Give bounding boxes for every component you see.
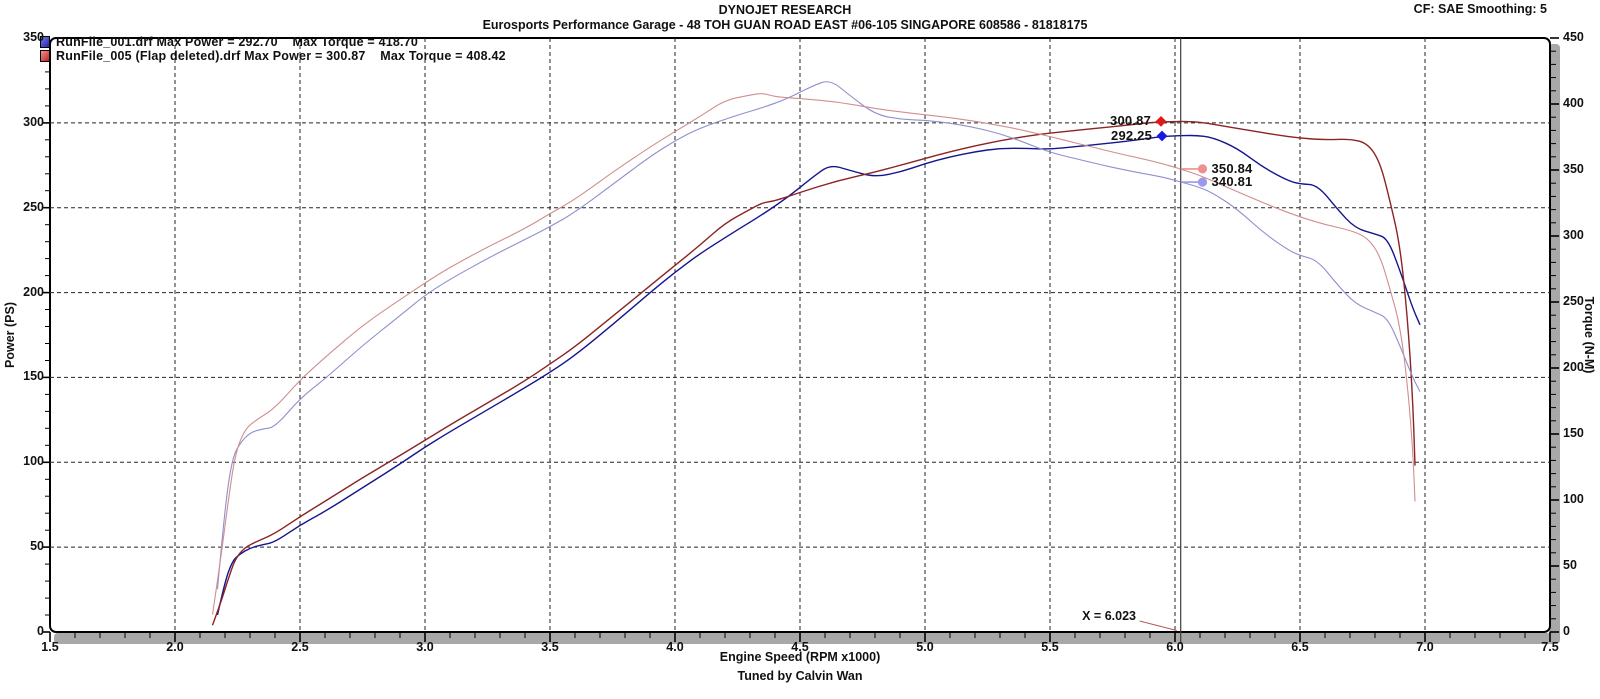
- legend-run1-label: RunFile_001.drf Max Power = 292.70 Max T…: [56, 35, 419, 49]
- plot-shadow-right: [1549, 44, 1560, 644]
- cursor-x-label: X = 6.023: [1082, 609, 1136, 623]
- torque-tick-label: 350: [1563, 162, 1584, 176]
- power-tick-label: 0: [37, 624, 44, 638]
- torque-tick-label: 200: [1563, 360, 1584, 374]
- rpm-tick-label: 4.0: [666, 640, 684, 654]
- readout-marker-run1_power: [1156, 130, 1168, 142]
- rpm-tick-label: 1.5: [41, 640, 59, 654]
- curve-run2_torque: [211, 93, 1416, 615]
- rpm-tick-label: 5.5: [1041, 640, 1059, 654]
- power-tick-label: 250: [23, 199, 44, 214]
- readout-marker-run2_torque: [1197, 164, 1208, 174]
- legend-row-run1[interactable]: RunFile_001.drf Max Power = 292.70 Max T…: [40, 35, 418, 49]
- torque-tick-label: 0: [1563, 624, 1570, 638]
- rpm-tick-label: 5.0: [916, 640, 934, 654]
- cursor-readout-run1_power: 292.25: [1111, 128, 1152, 143]
- x-axis-label: Engine Speed (RPM x1000): [719, 650, 881, 664]
- cursor-x-pointer: [1139, 620, 1177, 631]
- torque-tick-label: 50: [1563, 558, 1577, 572]
- rpm-tick-label: 3.0: [416, 640, 434, 654]
- power-tick-label: 150: [23, 369, 44, 384]
- rpm-tick-label: 6.5: [1291, 640, 1309, 654]
- rpm-tick-label: 2.0: [166, 640, 184, 654]
- rpm-tick-label: 6.0: [1166, 640, 1184, 654]
- torque-tick-label: 150: [1563, 426, 1584, 440]
- curve-run2_power: [211, 120, 1416, 626]
- torque-tick-label: 100: [1563, 492, 1584, 506]
- cursor-readout-run2_torque: 350.84: [1211, 160, 1253, 176]
- plot-shadow-bottom: [54, 633, 1560, 644]
- power-tick-label: 300: [23, 114, 44, 129]
- torque-tick-label: 300: [1563, 228, 1584, 242]
- readout-marker-run1_torque: [1197, 177, 1208, 187]
- credit-label: Tuned by Calvin Wan: [737, 669, 863, 683]
- power-tick-label: 100: [23, 454, 44, 469]
- page-subtitle: Eurosports Performance Garage - 48 TOH G…: [482, 18, 1088, 32]
- readout-marker-run2_power: [1155, 116, 1167, 127]
- power-axis-title: Power (PS): [3, 302, 17, 368]
- torque-tick-label: 450: [1563, 30, 1584, 44]
- legend-row-run2[interactable]: RunFile_005 (Flap deleted).drf Max Power…: [40, 49, 506, 63]
- curve-run1_power: [216, 134, 1421, 616]
- rpm-tick-label: 7.5: [1541, 640, 1559, 654]
- run2-marker-icon: [40, 50, 50, 62]
- correction-smoothing-label: CF: SAE Smoothing: 5: [1413, 2, 1547, 16]
- run1-marker-icon: [40, 36, 50, 48]
- rpm-tick-label: 7.0: [1416, 640, 1434, 654]
- legend-run2-label: RunFile_005 (Flap deleted).drf Max Power…: [56, 49, 506, 63]
- rpm-tick-label: 2.5: [291, 640, 309, 654]
- curve-run1_torque: [216, 81, 1421, 590]
- rpm-tick-label: 4.5: [791, 640, 809, 654]
- cursor-readout-run1_torque: 340.81: [1211, 174, 1253, 190]
- power-tick-label: 200: [23, 284, 44, 299]
- torque-tick-label: 400: [1563, 96, 1584, 110]
- cursor-readout-run2_power: 300.87: [1110, 113, 1151, 129]
- torque-tick-label: 250: [1563, 294, 1584, 308]
- power-tick-label: 350: [23, 30, 44, 44]
- page-title: DYNOJET RESEARCH: [718, 3, 852, 17]
- torque-axis-title: Torque (N-M): [1582, 296, 1596, 374]
- rpm-tick-label: 3.5: [541, 640, 559, 654]
- power-tick-label: 50: [30, 539, 44, 554]
